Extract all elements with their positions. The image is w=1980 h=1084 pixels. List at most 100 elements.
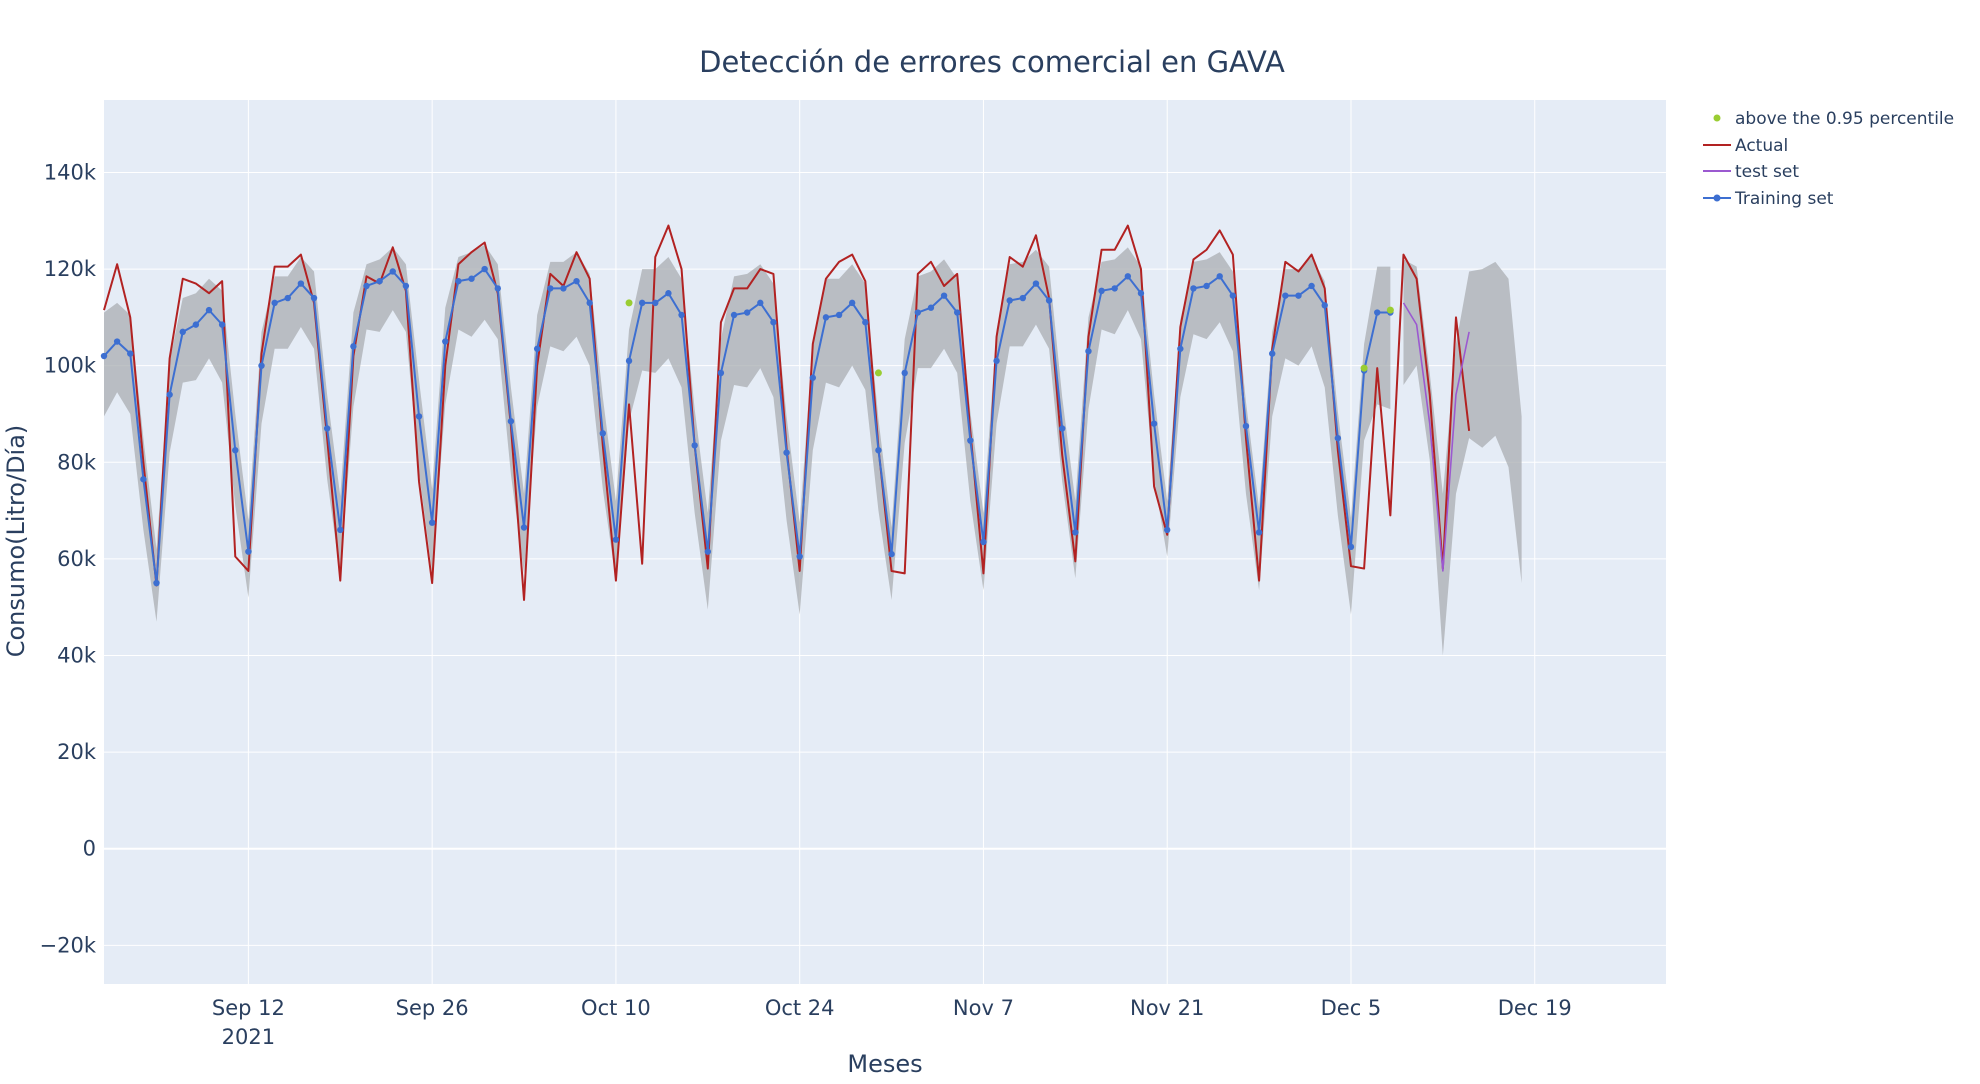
training-point xyxy=(100,352,108,360)
training-point xyxy=(245,548,252,555)
training-point xyxy=(835,311,843,319)
training-point xyxy=(1321,302,1328,309)
training-point xyxy=(783,449,790,456)
training-point xyxy=(350,343,357,350)
training-point xyxy=(1177,345,1184,352)
anomaly-point xyxy=(1360,364,1368,372)
training-point xyxy=(1098,287,1105,295)
training-point xyxy=(980,538,987,546)
tick-layer: −20k 0 20k 40k 60k 80k 100k 120k 140k Sep 12 2021 S… xyxy=(40,160,1572,1049)
x-tick-label: Dec 19 xyxy=(1498,996,1572,1020)
training-point xyxy=(822,314,830,321)
training-point xyxy=(953,309,961,316)
training-point xyxy=(993,357,1000,365)
band-layer xyxy=(104,244,1522,656)
training-point xyxy=(468,275,475,282)
training-point xyxy=(507,418,515,425)
training-point xyxy=(337,526,344,534)
y-tick-label: 120k xyxy=(44,257,97,281)
training-point xyxy=(743,309,751,316)
training-point xyxy=(691,442,698,449)
training-point xyxy=(1216,273,1223,280)
training-point xyxy=(1045,297,1053,304)
training-point xyxy=(113,338,121,345)
training-point xyxy=(875,447,882,454)
legend-swatch-anomaly xyxy=(1713,114,1721,122)
training-point xyxy=(1059,425,1066,432)
training-point xyxy=(1282,292,1289,299)
training-point xyxy=(573,277,580,285)
training-point xyxy=(166,391,173,398)
y-tick-label: 140k xyxy=(44,160,97,184)
training-point xyxy=(455,277,462,285)
y-tick-label: 60k xyxy=(57,547,97,571)
training-point xyxy=(927,304,935,311)
anomaly-point xyxy=(874,369,882,377)
training-point xyxy=(323,425,331,432)
legend: above the 0.95 percentile Actual test se… xyxy=(1703,109,1954,209)
training-point xyxy=(481,265,488,273)
training-point xyxy=(140,476,147,483)
x-tick-sublabel: 2021 xyxy=(222,1025,275,1049)
training-point xyxy=(967,437,974,444)
training-point xyxy=(153,579,160,587)
training-point xyxy=(809,374,817,381)
training-point xyxy=(1150,420,1158,427)
training-point xyxy=(1334,434,1342,442)
legend-label-test: test set xyxy=(1735,162,1799,182)
legend-label-anomaly: above the 0.95 percentile xyxy=(1735,109,1954,129)
training-point xyxy=(1203,282,1210,290)
x-tick-label: Sep 26 xyxy=(396,996,469,1020)
training-point xyxy=(1164,526,1171,534)
training-point xyxy=(179,328,186,336)
training-point xyxy=(389,268,396,275)
training-point xyxy=(1295,292,1302,299)
y-tick-label: 0 xyxy=(83,837,96,861)
training-point xyxy=(652,299,659,307)
training-point xyxy=(599,430,606,437)
training-point xyxy=(586,299,593,307)
training-point xyxy=(1032,280,1040,287)
training-point xyxy=(862,319,869,326)
training-point xyxy=(1255,529,1263,536)
x-axis-title: Meses xyxy=(847,1050,922,1078)
training-point xyxy=(284,294,291,302)
training-point xyxy=(547,285,554,292)
x-tick-label: Dec 5 xyxy=(1321,996,1382,1020)
training-point xyxy=(494,285,501,292)
training-point xyxy=(205,306,213,314)
training-point xyxy=(730,311,738,319)
training-point xyxy=(520,524,528,531)
x-tick-label: Oct 10 xyxy=(581,996,651,1020)
training-point xyxy=(310,294,318,302)
anomaly-point xyxy=(625,299,633,307)
training-point xyxy=(560,285,567,292)
training-point xyxy=(1347,543,1355,551)
training-point xyxy=(1124,273,1132,280)
training-point xyxy=(363,282,370,290)
y-tick-label: 40k xyxy=(57,644,97,668)
training-point xyxy=(1242,422,1250,430)
training-point xyxy=(848,299,856,307)
training-point xyxy=(428,519,436,526)
training-point xyxy=(232,447,239,454)
chart-title: Detección de errores comercial en GAVA xyxy=(699,45,1285,79)
y-tick-label: 20k xyxy=(57,740,97,764)
y-tick-label: 80k xyxy=(57,450,97,474)
training-point xyxy=(901,369,908,377)
training-point xyxy=(1190,285,1197,292)
marker-layer xyxy=(100,265,1394,587)
y-tick-label: −20k xyxy=(40,933,97,957)
training-point xyxy=(415,413,423,420)
training-point xyxy=(1137,290,1145,297)
training-point xyxy=(127,350,134,357)
training-point xyxy=(678,311,685,319)
training-point xyxy=(271,299,278,307)
training-point xyxy=(533,345,541,352)
training-point xyxy=(258,362,265,369)
training-point xyxy=(376,277,383,285)
training-point xyxy=(218,321,226,328)
training-point xyxy=(402,282,410,290)
